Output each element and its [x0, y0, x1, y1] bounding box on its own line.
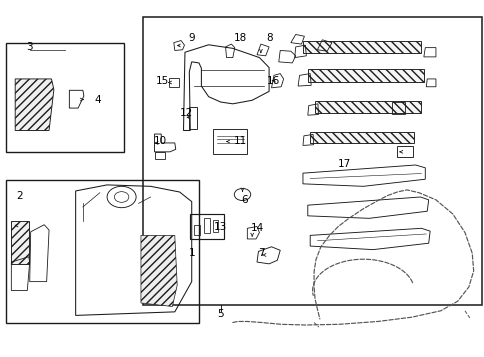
- Text: 6: 6: [241, 195, 248, 205]
- Polygon shape: [302, 41, 421, 53]
- Text: 5: 5: [217, 309, 224, 319]
- Text: 3: 3: [26, 42, 33, 52]
- Text: 15: 15: [156, 76, 169, 86]
- Polygon shape: [141, 235, 177, 307]
- Text: 1: 1: [188, 248, 195, 258]
- Text: 16: 16: [267, 76, 280, 86]
- Text: 4: 4: [94, 95, 101, 105]
- Polygon shape: [315, 101, 421, 113]
- Text: 12: 12: [180, 108, 193, 118]
- Polygon shape: [15, 79, 54, 131]
- Text: 9: 9: [188, 33, 195, 43]
- Text: 10: 10: [153, 136, 166, 146]
- Polygon shape: [310, 132, 413, 143]
- Text: 11: 11: [233, 136, 246, 146]
- Text: 7: 7: [258, 248, 265, 258]
- Text: 13: 13: [213, 221, 227, 231]
- Text: 17: 17: [337, 159, 350, 169]
- Polygon shape: [11, 221, 29, 264]
- Polygon shape: [307, 69, 423, 82]
- Text: 18: 18: [233, 33, 246, 43]
- Text: 14: 14: [250, 223, 263, 233]
- Text: 2: 2: [16, 191, 23, 201]
- Text: 8: 8: [265, 33, 272, 43]
